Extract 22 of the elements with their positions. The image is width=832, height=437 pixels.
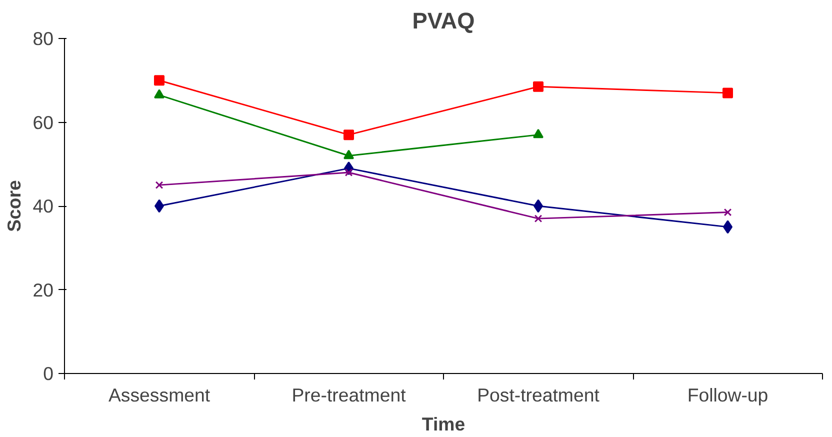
point: [722, 88, 733, 98]
x-axis-title: Time: [422, 414, 466, 434]
y-tick-label: 40: [32, 196, 54, 216]
point: [344, 130, 354, 140]
point: [154, 89, 164, 98]
point: [155, 181, 164, 189]
x-tick-label: Pre-treatment: [292, 384, 407, 406]
point: [533, 128, 544, 138]
y-axis-title: Score: [4, 180, 25, 232]
y-tick-label: 0: [43, 363, 54, 384]
point: [534, 214, 542, 222]
x-tick-label: Follow-up: [687, 384, 768, 406]
y-tick-label: 80: [32, 28, 54, 49]
point: [533, 81, 544, 92]
point: [344, 150, 354, 160]
x-tick-label: Post-treatment: [477, 384, 600, 406]
point: [724, 208, 732, 216]
y-tick-label: 20: [32, 279, 54, 300]
chart-title: PVAQ: [412, 8, 475, 34]
x-tick-label: Assessment: [108, 384, 211, 406]
y-tick-label: 60: [32, 112, 54, 133]
point: [154, 75, 164, 86]
